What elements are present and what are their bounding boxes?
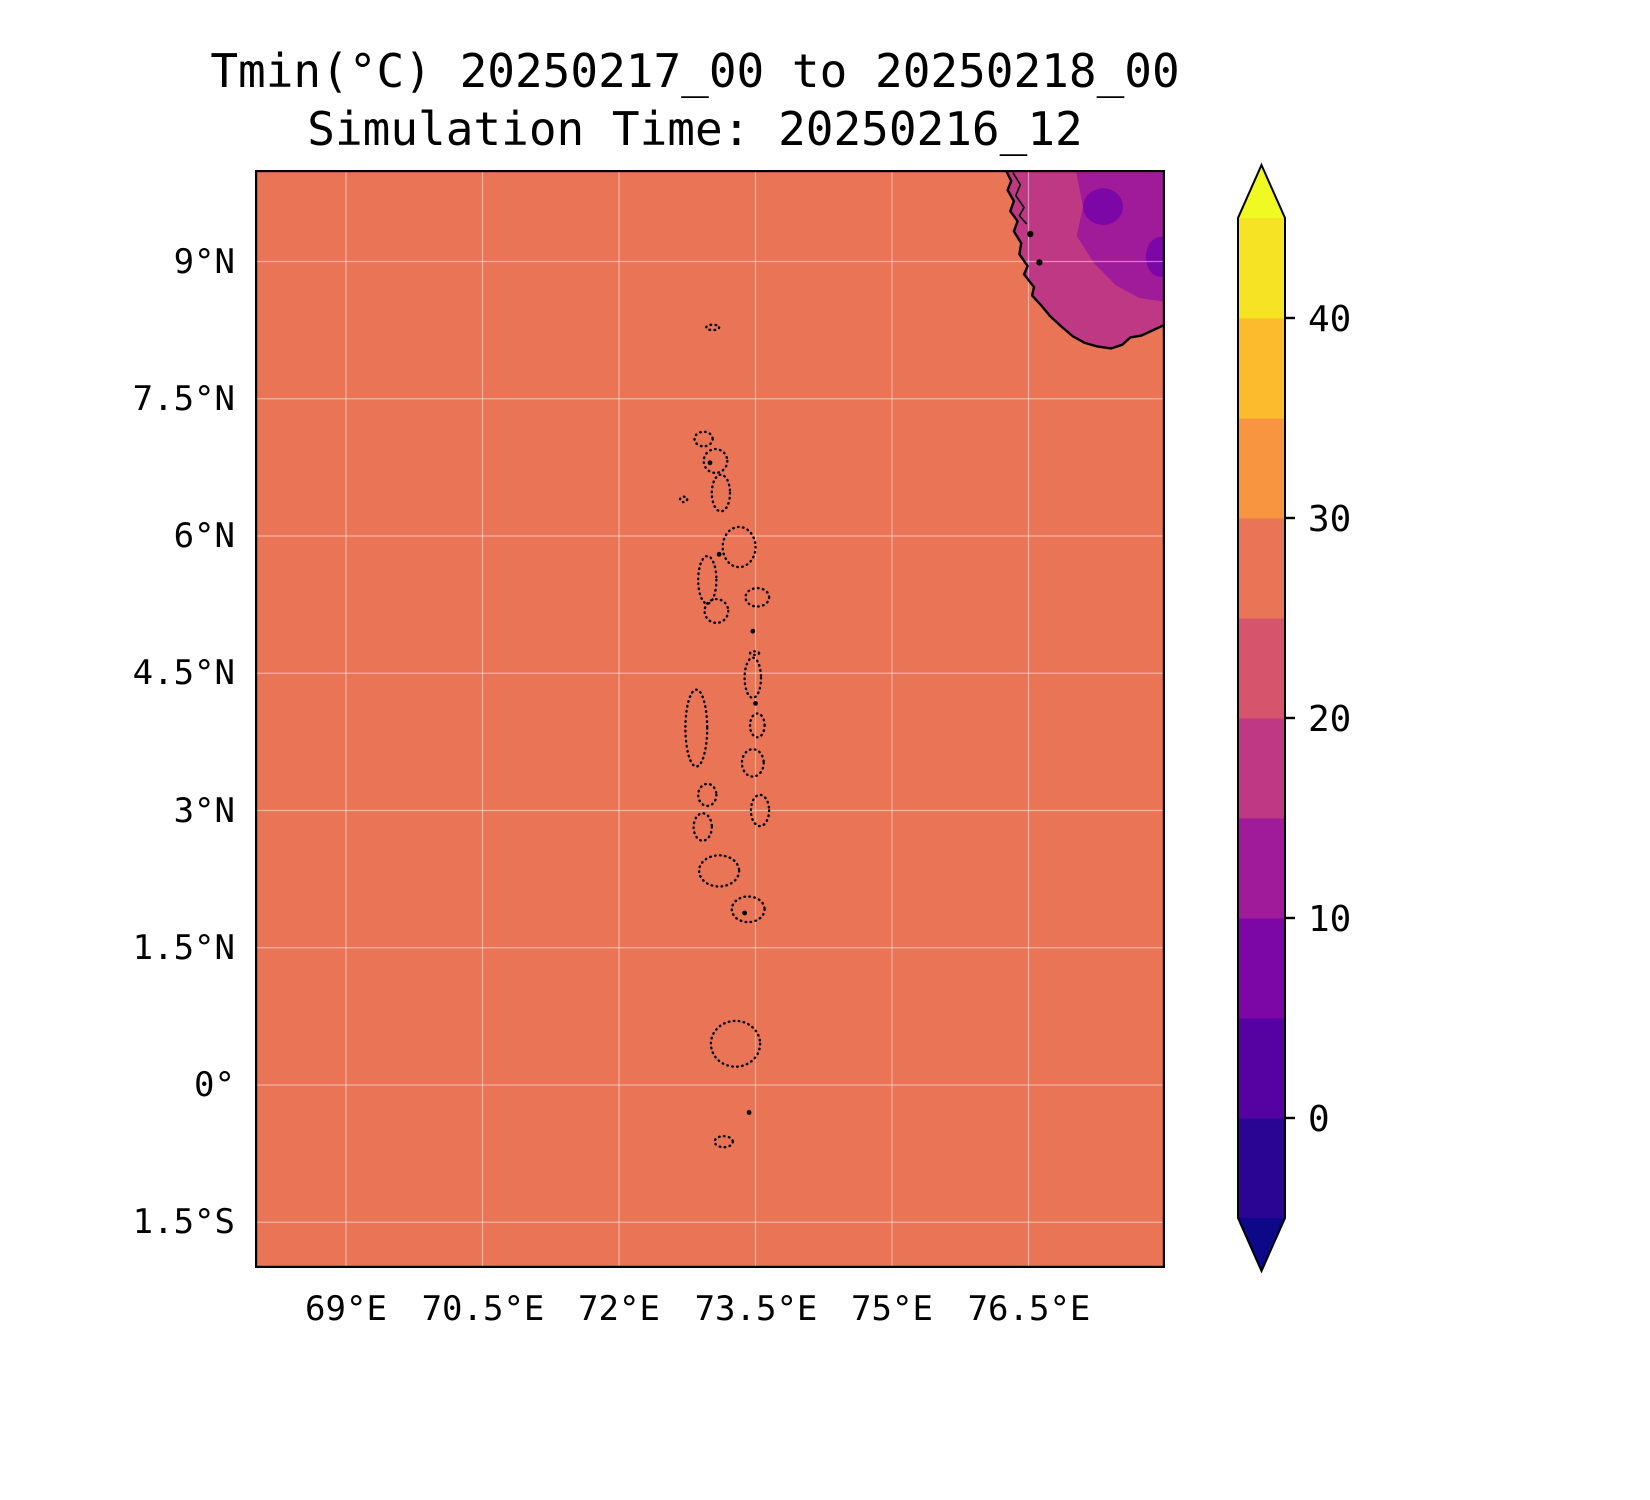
island-dot <box>750 628 756 634</box>
y-tick-label: 6°N <box>173 516 235 556</box>
maldives-atoll <box>748 650 761 657</box>
maldives-atoll <box>678 495 689 504</box>
island-dot <box>742 910 747 916</box>
colorbar-band <box>1238 618 1285 719</box>
x-tick-label: 73.5°E <box>694 1289 818 1329</box>
island-dot <box>753 701 758 706</box>
x-tick-label: 72°E <box>578 1289 660 1329</box>
island-dot <box>707 460 713 466</box>
colorbar: 0 10 20 30 40 <box>1237 162 1351 1274</box>
plot-title: Tmin(°C) 20250217_00 to 20250218_00 <box>210 44 1180 98</box>
maldives-atoll <box>703 597 730 625</box>
colorbar-tick-label: 20 <box>1308 699 1351 740</box>
maldives-atoll <box>744 586 771 608</box>
map-plot <box>255 170 1165 1268</box>
colorbar-band <box>1238 918 1285 1019</box>
colorbar-tick-label: 40 <box>1308 299 1351 340</box>
x-tick-label: 75°E <box>851 1289 933 1329</box>
y-tick-label: 3°N <box>173 791 235 831</box>
lake-outline <box>1012 172 1028 225</box>
colorbar-band <box>1238 1118 1285 1219</box>
island-dot <box>746 1110 752 1115</box>
colorbar-over-arrow <box>1238 165 1285 218</box>
colorbar-band <box>1238 218 1285 319</box>
maldives-atoll <box>705 323 721 332</box>
highland-cold-patch <box>1145 236 1165 277</box>
maldives-atoll <box>702 447 729 475</box>
maldives-atoll <box>697 854 741 888</box>
colorbar-outline <box>1237 162 1286 1274</box>
y-tick-label: 4.5°N <box>132 653 235 693</box>
colorbar-band <box>1238 1018 1285 1119</box>
coastline <box>1004 170 1165 350</box>
y-tick-label: 0° <box>194 1065 235 1105</box>
colorbar-band <box>1238 318 1285 419</box>
maldives-atoll <box>748 712 766 739</box>
colorbar-band <box>1238 518 1285 619</box>
x-tick-label: 69°E <box>305 1289 387 1329</box>
colorbar-band <box>1238 418 1285 519</box>
maldives-atoll <box>713 1135 735 1149</box>
island-dot <box>716 551 722 557</box>
maldives-atoll <box>730 895 766 924</box>
maldives-atoll <box>749 793 771 828</box>
highland-cold-patch <box>1083 188 1124 225</box>
sea-fill <box>255 170 1165 1268</box>
maldives-atoll <box>696 782 718 808</box>
y-tick-label: 7.5°N <box>132 379 235 419</box>
colorbar-band <box>1238 818 1285 919</box>
y-tick-label: 1.5°S <box>132 1202 235 1242</box>
colorbar-band <box>1238 718 1285 819</box>
coastal-water-mark <box>1027 230 1034 238</box>
y-tick-label: 1.5°N <box>132 928 235 968</box>
maldives-atoll <box>709 1019 762 1068</box>
maldives-atoll <box>721 525 757 569</box>
maldives-atoll <box>692 812 714 842</box>
maldives-atoll <box>693 430 714 448</box>
maldives-atoll <box>684 688 709 768</box>
colorbar-tick-label: 0 <box>1308 1099 1330 1140</box>
colorbar-tick-label: 10 <box>1308 899 1351 940</box>
maldives-atoll <box>740 748 765 778</box>
colorbar-tick-label: 30 <box>1308 499 1351 540</box>
coastal-water-mark <box>1036 259 1043 266</box>
y-tick-label: 9°N <box>173 242 235 282</box>
x-tick-label: 70.5°E <box>421 1289 545 1329</box>
maldives-atoll <box>710 473 732 513</box>
x-tick-label: 76.5°E <box>967 1289 1091 1329</box>
plot-border <box>255 170 1165 1268</box>
maldives-atoll <box>696 554 718 605</box>
maldives-atoll <box>743 656 763 700</box>
colorbar-under-arrow <box>1238 1218 1285 1271</box>
plot-subtitle: Simulation Time: 20250216_12 <box>307 102 1083 156</box>
